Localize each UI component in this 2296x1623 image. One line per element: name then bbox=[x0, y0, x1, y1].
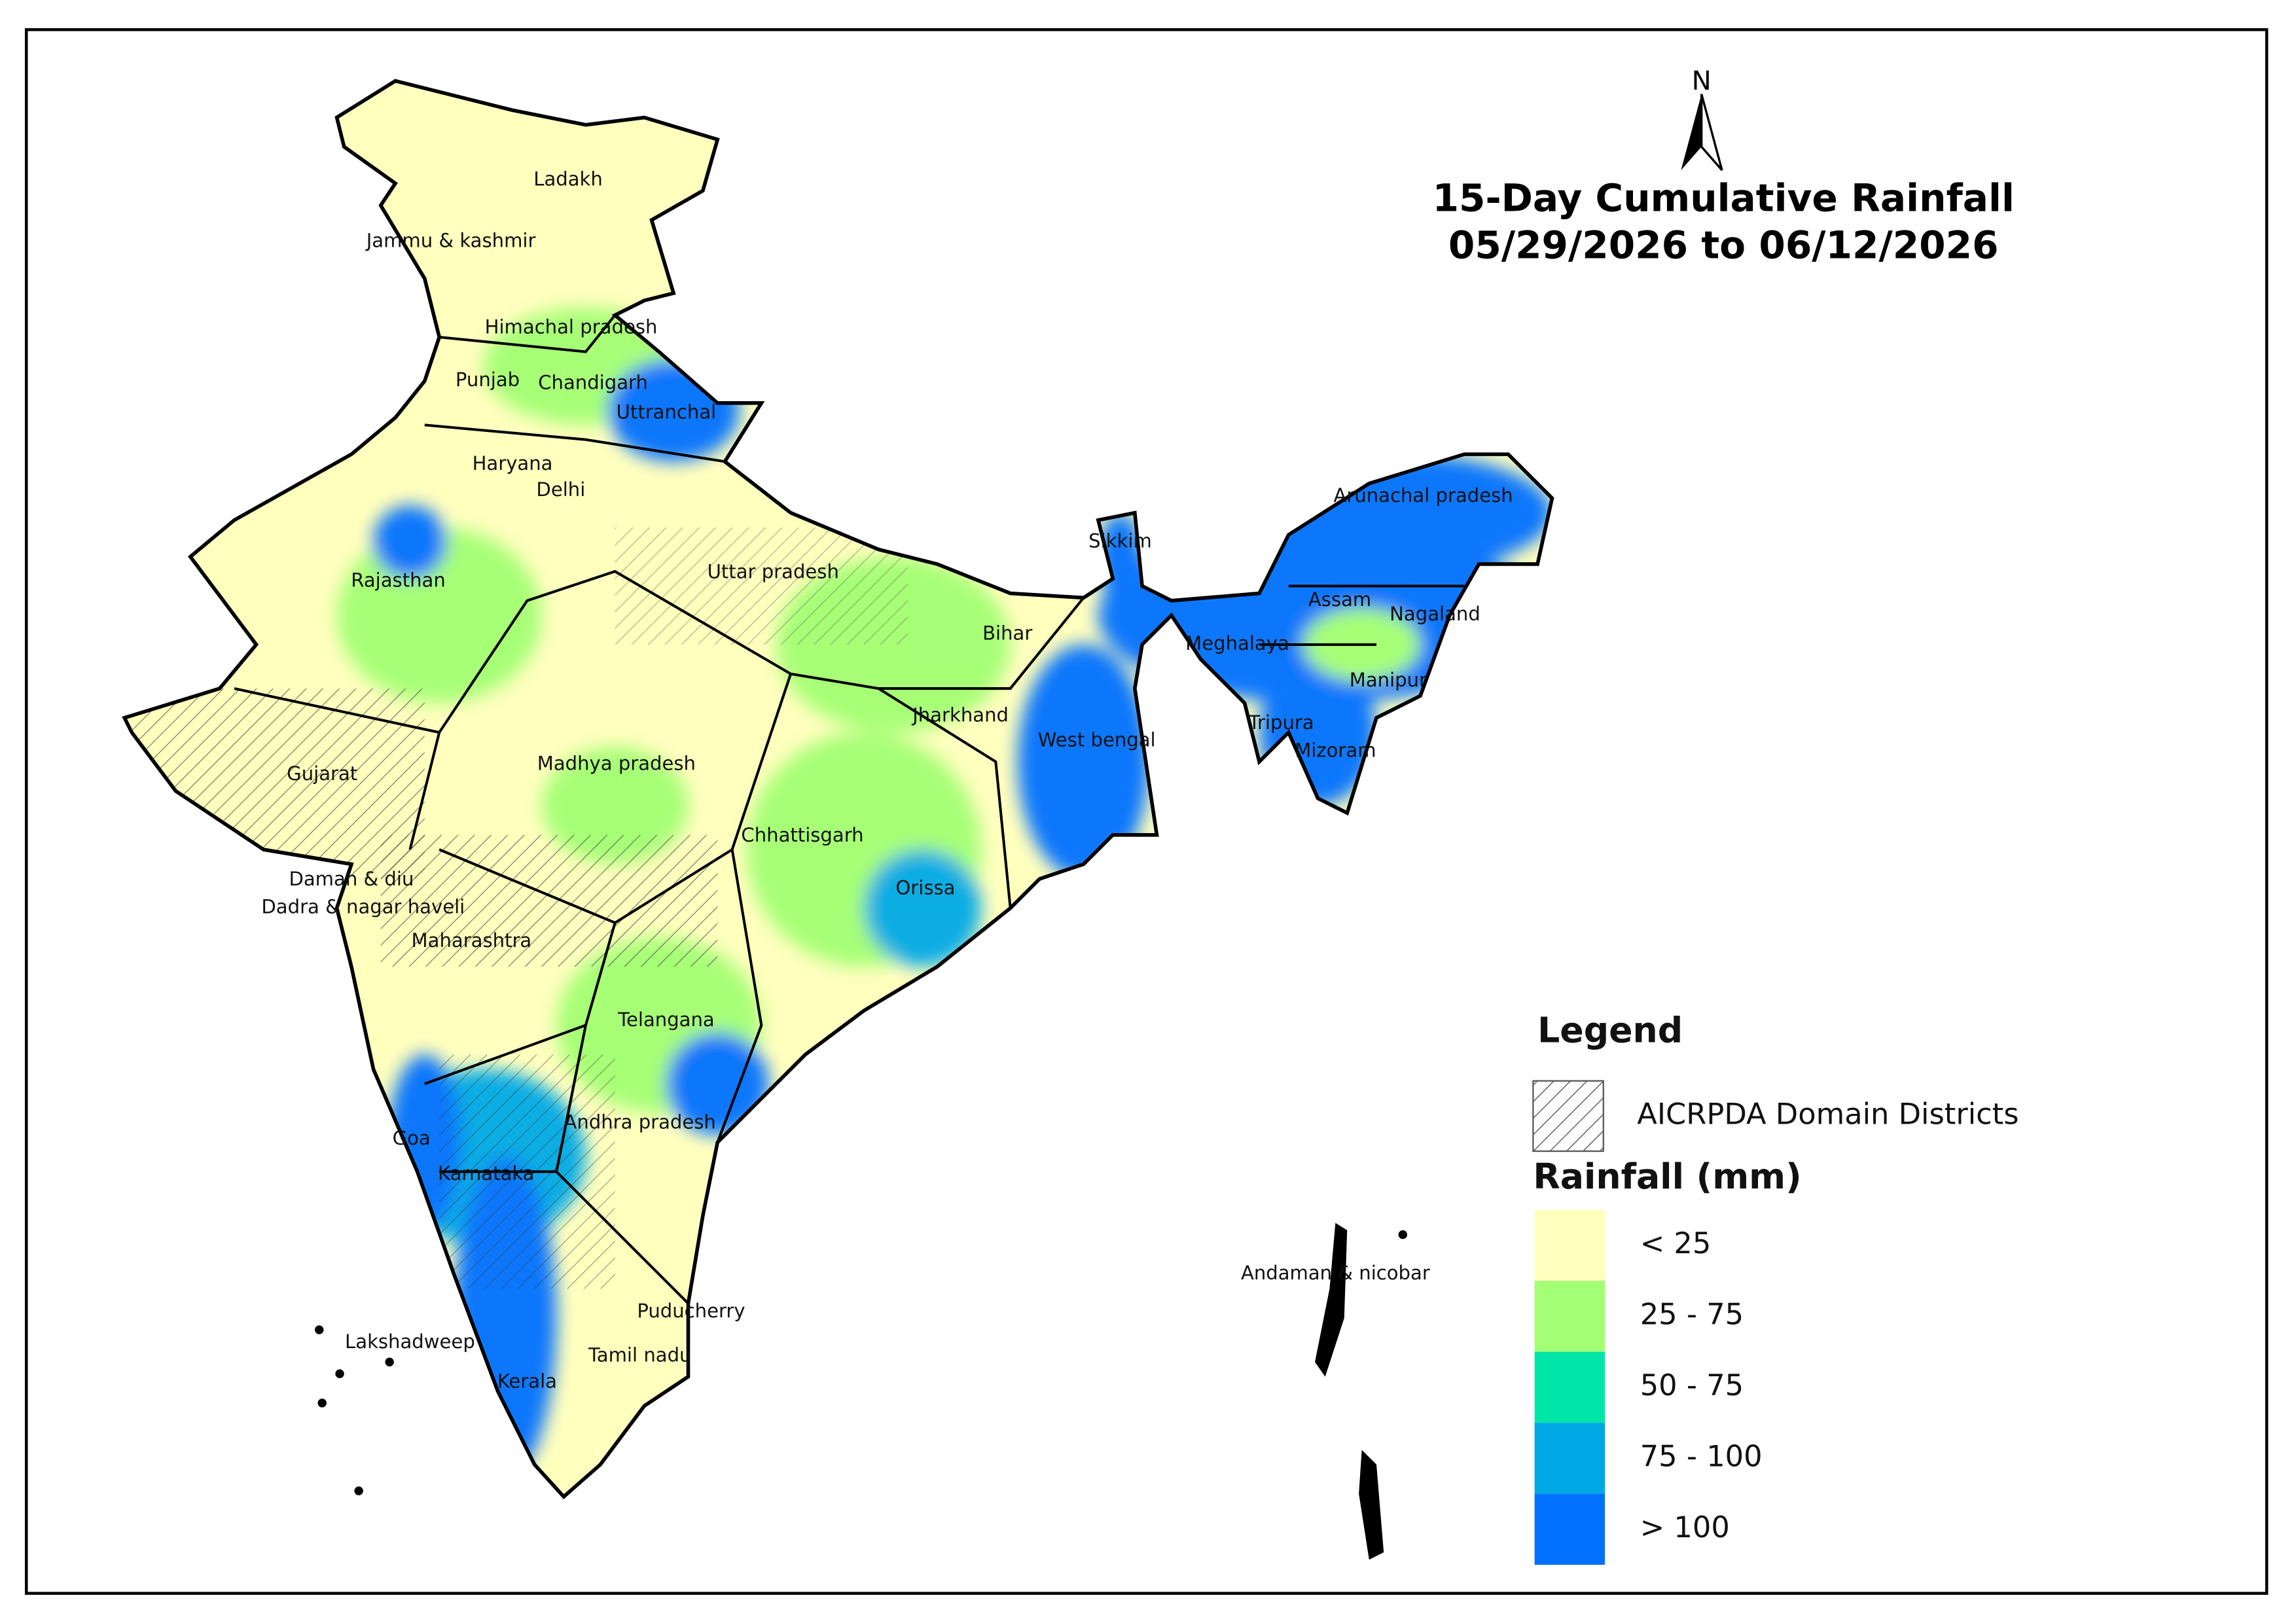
hatch-swatch bbox=[1532, 1080, 1604, 1152]
state-label: Andhra pradesh bbox=[564, 1111, 715, 1133]
state-label: Meghalaya bbox=[1185, 632, 1289, 654]
legend-label: 25 - 75 bbox=[1640, 1296, 1744, 1331]
state-label: Jharkhand bbox=[911, 704, 1009, 726]
map-frame bbox=[25, 28, 2269, 1595]
state-label: Chandigarh bbox=[538, 372, 648, 394]
legend-title: Legend bbox=[1537, 1009, 1683, 1050]
state-label: Punjab bbox=[456, 368, 520, 391]
legend: Legend AICRPDA Domain Districts Rainfall… bbox=[1532, 1009, 2019, 1565]
state-label: Orissa bbox=[895, 877, 955, 899]
north-arrow: N bbox=[1681, 66, 1723, 171]
state-label: Bihar bbox=[982, 622, 1032, 644]
legend-swatch bbox=[1534, 1351, 1605, 1423]
state-label: Chhattisgarh bbox=[741, 824, 863, 846]
legend-label: < 25 bbox=[1640, 1226, 1712, 1260]
state-label: Arunachal pradesh bbox=[1333, 484, 1513, 507]
state-label: Sikkim bbox=[1088, 529, 1152, 552]
state-label: Goa bbox=[393, 1127, 431, 1149]
state-label: Puducherry bbox=[637, 1300, 745, 1322]
legend-swatch bbox=[1534, 1423, 1605, 1494]
legend-swatch bbox=[1534, 1209, 1605, 1281]
state-labels: Ladakh Jammu & kashmir Himachal pradesh … bbox=[261, 168, 1513, 1393]
state-label: Manipur bbox=[1350, 669, 1427, 691]
state-label: Lakshadweep bbox=[345, 1330, 475, 1353]
rainfall-title: Rainfall (mm) bbox=[1533, 1156, 1801, 1197]
legend-swatch bbox=[1534, 1493, 1605, 1565]
state-label: Gujarat bbox=[287, 762, 357, 785]
state-label: Delhi bbox=[536, 478, 585, 501]
state-label: Ladakh bbox=[533, 168, 603, 190]
map-title: 15-Day Cumulative Rainfall bbox=[1433, 176, 2015, 221]
state-label: Maharashtra bbox=[412, 929, 532, 952]
north-label: N bbox=[1692, 66, 1712, 96]
state-label: Uttar pradesh bbox=[708, 560, 839, 582]
state-label: Assam bbox=[1308, 588, 1371, 611]
state-label: Tamil nadu bbox=[588, 1344, 692, 1366]
hatch-label: AICRPDA Domain Districts bbox=[1637, 1096, 2018, 1131]
map-subtitle: 05/29/2026 to 06/12/2026 bbox=[1448, 223, 1999, 267]
state-label: Uttranchal bbox=[617, 401, 717, 423]
state-label: Haryana bbox=[473, 452, 553, 474]
state-label: Mizoram bbox=[1295, 739, 1376, 761]
state-label: Andaman & nicobar bbox=[1241, 1262, 1430, 1284]
state-label: Karnataka bbox=[438, 1162, 534, 1185]
state-label: Himachal pradesh bbox=[485, 316, 658, 338]
state-label: Jammu & kashmir bbox=[365, 230, 536, 252]
state-label: Kerala bbox=[497, 1370, 557, 1393]
state-label: West bengal bbox=[1038, 729, 1156, 751]
state-label: Telangana bbox=[617, 1008, 715, 1031]
legend-label: > 100 bbox=[1640, 1510, 1730, 1544]
legend-label: 75 - 100 bbox=[1640, 1438, 1763, 1473]
state-label: Tripura bbox=[1247, 711, 1314, 734]
legend-label: 50 - 75 bbox=[1640, 1368, 1744, 1402]
state-label: Nagaland bbox=[1390, 603, 1480, 625]
legend-swatch bbox=[1534, 1281, 1605, 1352]
state-label: Rajasthan bbox=[351, 569, 446, 592]
islands bbox=[315, 1222, 1407, 1560]
state-borders bbox=[234, 314, 1465, 1305]
state-label: Dadra & nagar haveli bbox=[261, 896, 465, 918]
state-label: Daman & diu bbox=[289, 868, 414, 890]
state-label: Madhya pradesh bbox=[537, 752, 696, 774]
